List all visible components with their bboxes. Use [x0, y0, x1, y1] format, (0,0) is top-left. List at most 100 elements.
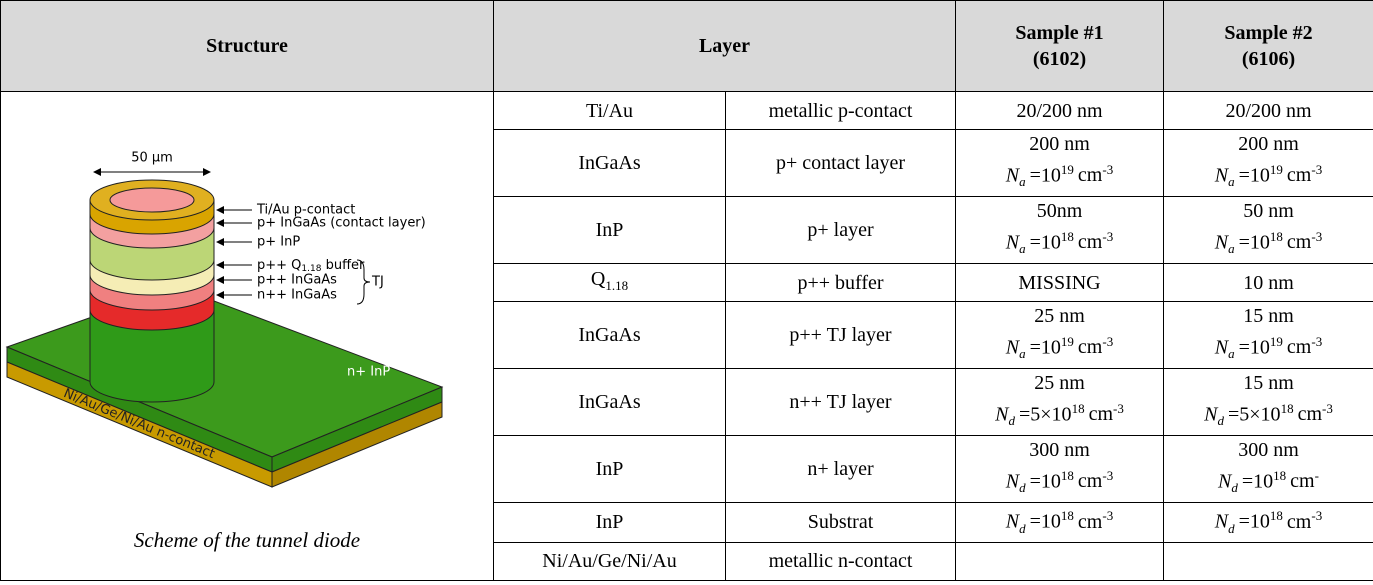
thickness: 200 nm: [1238, 132, 1299, 155]
material-cell: Ti/Au: [493, 91, 726, 130]
doping-value: =10: [1029, 336, 1061, 359]
row: InP p+ layer 50nm Na =1018 cm-3 50 nm Na =1018 cm…: [1, 196, 1373, 264]
tj-label: TJ: [371, 275, 384, 290]
layer-label: Ti/Au p-contact: [256, 203, 355, 218]
diode-scheme: 50 µm Ti/Au p-contact p+ InGaAs (contact…: [5, 151, 444, 488]
doping: Nd =5×1018 cm-3: [960, 396, 1159, 435]
thickness: 15 nm: [1243, 371, 1294, 394]
doping: Na =1018 cm-3: [1168, 224, 1369, 263]
sample-cell: 15 nm Nd =5×1018 cm-3: [1163, 368, 1373, 436]
sample-cell: 15 nm Na =1019 cm-3: [1163, 301, 1373, 369]
doping-exp: 19: [1269, 333, 1283, 349]
doping-unit-exp: -3: [1311, 228, 1323, 244]
thickness: 25 nm: [1034, 371, 1085, 394]
doping-exp: 18: [1280, 400, 1294, 416]
doping-symbol: N: [1214, 510, 1229, 533]
material-cell: Ni/Au/Ge/Ni/Au: [493, 541, 726, 581]
sample-cell: [1163, 541, 1373, 581]
width-label: 50 µm: [131, 151, 173, 166]
doping-sub: d: [1019, 480, 1026, 496]
doping-unit: cm: [1077, 510, 1103, 533]
doping-unit: cm: [1077, 164, 1103, 187]
doping-exp: 18: [1060, 228, 1074, 244]
structure-cell: 50 µm Ti/Au p-contact p+ InGaAs (contact…: [0, 91, 494, 581]
material: InGaAs: [578, 391, 641, 413]
role-cell: n+ layer: [725, 435, 956, 503]
doping-unit: cm: [1297, 403, 1322, 426]
doping-unit-exp: -: [1314, 467, 1319, 483]
header-line: (6106): [1241, 48, 1296, 70]
header-line: Sample #1: [1015, 22, 1104, 44]
sample-cell: 300 nm Nd =1018 cm-3: [955, 435, 1164, 503]
material-cell: InP: [493, 435, 726, 503]
sample-cell: 50nm Na =1018 cm-3: [955, 196, 1164, 264]
doping-exp: 19: [1269, 161, 1283, 177]
doping-symbol: N: [1005, 231, 1020, 254]
material: InGaAs: [578, 152, 641, 174]
layer-label: p++ Q1.18 buffer: [257, 258, 365, 274]
material-cell: InGaAs: [493, 301, 726, 369]
thickness: 200 nm: [1029, 132, 1090, 155]
doping-sub: d: [1217, 413, 1225, 429]
sample-cell: 10 nm: [1163, 263, 1373, 302]
header-row: Structure Layer Sample #1 (6102) Sample #…: [0, 0, 1373, 92]
sample-cell: 20/200 nm: [1163, 91, 1373, 130]
thickness: 300 nm: [1029, 438, 1090, 461]
material: InP: [595, 219, 624, 241]
doping-value: =10: [1238, 164, 1270, 187]
doping-unit-exp: -3: [1102, 508, 1114, 523]
header-cell: Sample #1 (6102): [955, 0, 1164, 92]
material: InP: [595, 511, 624, 534]
doping-exp: 19: [1060, 161, 1074, 177]
doping-unit-exp: -3: [1102, 467, 1114, 483]
doping-value: =10: [1238, 510, 1270, 533]
doping: Nd =5×1018 cm-3: [1168, 396, 1369, 435]
doping-unit-exp: -3: [1102, 228, 1114, 244]
doping-value: =5×10: [1019, 403, 1072, 426]
doping-sub: d: [1008, 413, 1016, 429]
doping-unit: cm: [1077, 470, 1103, 493]
material-sub: 1.18: [605, 278, 629, 293]
doping-sub: d: [1019, 520, 1026, 536]
role-cell: p++ TJ layer: [725, 301, 956, 369]
sample-cell: MISSING: [955, 263, 1164, 302]
row: InP Substrat Nd =1018 cm-3 Nd =1018 cm-3: [1, 502, 1373, 543]
header-cell: Structure: [0, 0, 494, 92]
sample-cell: 200 nm Na =1019 cm-3: [955, 129, 1164, 197]
material: Q: [590, 268, 606, 290]
material-cell: InGaAs: [493, 368, 726, 436]
row: InP n+ layer 300 nm Nd =1018 cm-3 300 nm Nd =101…: [1, 435, 1373, 503]
doping-exp: 18: [1060, 508, 1074, 523]
doping-sub: a: [1019, 174, 1026, 190]
doping-unit-exp: -3: [1311, 333, 1323, 349]
doping-value: =10: [1029, 510, 1061, 533]
doping-unit: cm: [1286, 336, 1312, 359]
header-cell: Layer: [493, 0, 956, 92]
doping-symbol: N: [1214, 164, 1229, 187]
thickness: 50 nm: [1243, 199, 1294, 222]
header-line: (6102): [1032, 48, 1087, 70]
doping-unit: cm: [1088, 403, 1113, 426]
doping-exp: 18: [1071, 400, 1085, 416]
thickness: 25 nm: [1034, 304, 1085, 327]
doping: Nd =1018 cm-3: [1168, 503, 1369, 542]
doping: Nd =1018 cm-3: [960, 463, 1159, 502]
sample-cell: 200 nm Na =1019 cm-3: [1163, 129, 1373, 197]
layer-label: p++ InGaAs: [257, 273, 337, 288]
doping-value: =10: [1238, 231, 1270, 254]
doping-symbol: N: [1204, 403, 1218, 426]
doping-unit-exp: -3: [1322, 400, 1333, 416]
doping-exp: 19: [1060, 333, 1074, 349]
doping-symbol: N: [1005, 510, 1020, 533]
doping-exp: 18: [1273, 467, 1287, 483]
material-cell: InP: [493, 502, 726, 543]
tj-brace: [356, 259, 371, 305]
role-cell: metallic p-contact: [725, 91, 956, 130]
doping-sub: a: [1228, 346, 1235, 362]
doping: Nd =1018 cm-: [1168, 463, 1369, 502]
thickness: 20/200 nm: [1016, 99, 1103, 122]
material: Ni/Au/Ge/Ni/Au: [542, 550, 677, 573]
doping-unit-exp: -3: [1311, 508, 1323, 523]
row: 50 µm Ti/Au p-contact p+ InGaAs (contact…: [0, 91, 1373, 581]
